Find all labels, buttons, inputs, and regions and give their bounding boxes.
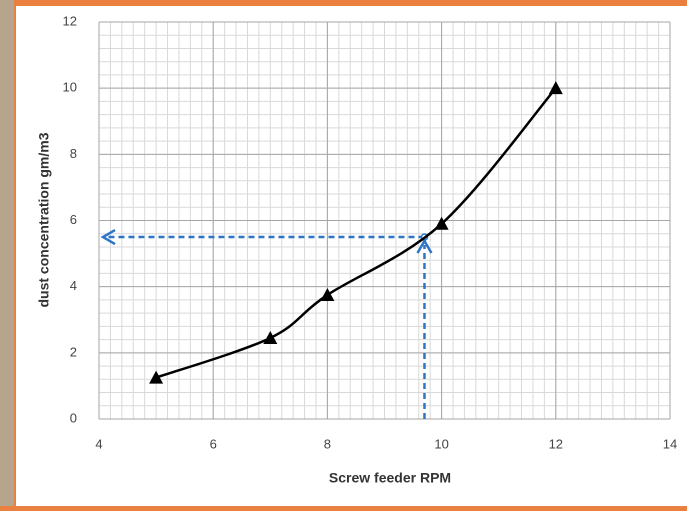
x-axis-title: Screw feeder RPM — [329, 470, 451, 486]
y-axis-title: dust concentration gm/m3 — [36, 132, 52, 307]
photo-strip — [0, 0, 14, 506]
x-tick-label: 4 — [95, 436, 102, 451]
x-tick-label: 6 — [210, 436, 217, 451]
marker — [548, 81, 563, 95]
x-tick-label: 14 — [663, 436, 677, 451]
reference-arrow — [100, 228, 116, 246]
marker — [320, 287, 335, 301]
x-tick-label: 10 — [434, 436, 448, 451]
marker — [434, 216, 449, 230]
y-tick-label: 10 — [63, 80, 77, 95]
y-tick-label: 8 — [70, 146, 77, 161]
y-tick-label: 4 — [70, 278, 77, 293]
reference-arrow — [416, 238, 433, 254]
data-line — [155, 87, 557, 379]
x-tick-label: 12 — [549, 436, 563, 451]
y-tick-label: 6 — [70, 212, 77, 227]
marker — [149, 370, 164, 384]
marker — [263, 330, 278, 344]
y-tick-label: 0 — [70, 410, 77, 425]
y-tick-label: 2 — [70, 344, 77, 359]
chart-area — [16, 6, 687, 506]
y-tick-label: 12 — [63, 13, 77, 28]
x-tick-label: 8 — [324, 436, 331, 451]
